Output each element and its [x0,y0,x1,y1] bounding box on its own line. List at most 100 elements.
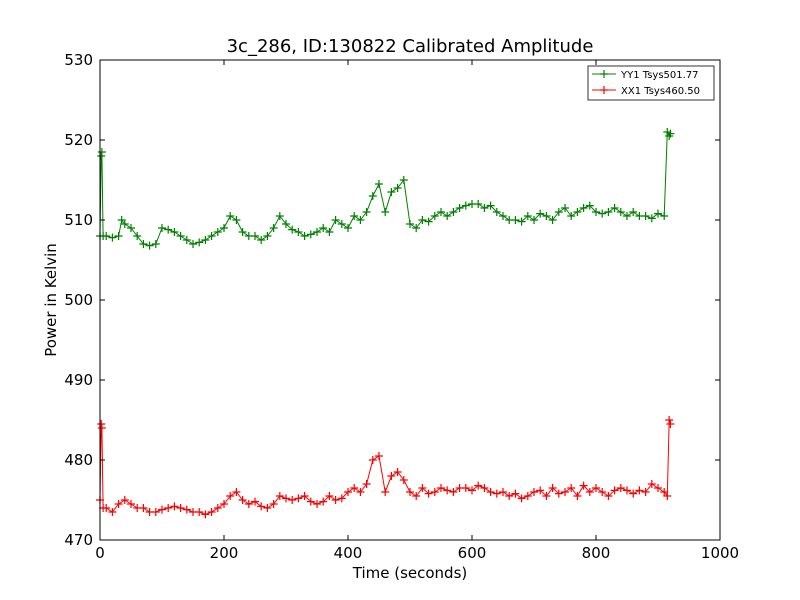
data-point-1-53 [406,488,414,496]
data-point-0-61 [449,208,458,216]
data-point-1-26 [238,496,247,504]
data-point-1-2 [97,424,106,432]
data-point-0-24 [220,224,228,232]
data-point-0-13 [151,240,160,248]
data-point-0-33 [275,212,284,220]
x-tick-label: 400 [334,544,363,562]
data-point-0-56 [418,216,427,224]
data-point-1-95 [663,492,672,500]
data-point-1-59 [443,486,452,495]
data-point-0-26 [232,216,241,224]
data-point-0-82 [579,204,588,212]
data-point-1-22 [213,504,222,512]
legend-label-yy1: YY1 Tsys501.77 [620,70,699,81]
data-point-1-28 [251,497,259,506]
data-point-1-16 [176,504,185,512]
x-tick-label: 0 [95,544,105,562]
data-point-1-79 [567,484,576,492]
data-point-1-91 [641,488,650,496]
data-point-1-34 [288,496,297,504]
data-point-0-20 [195,238,204,247]
data-point-0-95 [660,212,669,220]
data-point-0-73 [523,212,532,220]
data-point-0-77 [548,216,557,224]
data-point-1-44 [350,484,359,492]
data-point-0-68 [492,208,501,216]
data-point-1-47 [368,456,377,464]
data-point-1-70 [511,489,520,498]
data-point-1-42 [337,494,346,503]
data-point-1-45 [356,488,365,496]
legend: YY1 Tsys501.77 XX1 Tsys460.50 [587,65,715,101]
data-point-1-40 [325,492,334,500]
data-point-0-59 [437,208,445,216]
data-point-0-53 [399,176,408,184]
data-point-0-38 [306,230,315,239]
data-point-1-56 [424,489,433,498]
data-point-0-10 [133,232,142,240]
data-point-0-47 [362,208,371,216]
data-point-0-78 [554,208,563,216]
data-point-1-97 [666,420,675,428]
data-point-1-83 [592,484,600,492]
data-point-1-74 [536,486,545,495]
data-point-1-32 [275,492,284,500]
data-point-0-85 [598,209,607,218]
data-point-0-5 [108,233,117,242]
data-point-0-74 [530,216,538,224]
data-point-1-25 [232,488,241,496]
data-point-1-90 [635,486,644,495]
data-point-1-67 [492,489,501,498]
data-point-0-80 [567,212,576,220]
data-point-1-78 [561,488,569,496]
data-point-1-65 [480,484,489,492]
data-point-1-14 [164,504,173,512]
data-point-0-50 [381,208,390,216]
data-point-0-72 [517,217,526,226]
data-point-0-25 [226,212,235,220]
data-point-0-51 [387,188,396,196]
data-point-1-20 [201,510,210,519]
data-point-1-51 [393,468,402,476]
data-point-1-30 [263,504,272,512]
data-point-1-87 [616,484,625,492]
x-tick-label: 800 [582,544,611,562]
data-point-1-13 [158,505,166,514]
data-point-0-35 [288,225,297,234]
legend-marker-yy1 [600,70,608,78]
data-point-0-36 [294,228,303,236]
x-tick-label: 200 [210,544,239,562]
data-point-1-71 [517,494,526,503]
data-point-1-57 [430,488,439,496]
y-axis-label: Power in Kelvin [42,243,60,357]
plot-marks [96,128,675,519]
legend-marker-xx1 [600,86,608,94]
data-point-0-66 [480,204,489,212]
y-tick-label: 530 [64,51,93,69]
data-point-0-52 [393,184,402,192]
data-point-0-57 [424,217,433,226]
axis-ticks: 0 200 400 600 800 1000 470 480 490 500 510 520 530 [64,51,739,562]
y-tick-label: 490 [64,371,93,389]
data-point-0-9 [127,224,135,232]
data-point-0-40 [319,224,328,232]
data-point-0-6 [114,232,123,240]
y-tick-label: 510 [64,211,93,229]
data-point-0-63 [461,201,470,210]
data-point-1-76 [548,484,557,492]
data-point-0-31 [263,232,272,240]
data-point-1-69 [505,492,514,500]
y-tick-label: 470 [64,531,93,549]
data-point-0-41 [325,228,334,236]
data-point-1-24 [226,492,235,500]
data-point-0-83 [585,201,594,210]
data-point-1-77 [554,489,563,498]
data-point-0-62 [455,204,464,212]
data-point-0-92 [641,212,650,220]
data-point-1-29 [257,502,266,511]
data-point-1-27 [244,500,253,508]
data-point-1-48 [375,452,383,460]
data-point-1-23 [220,500,228,508]
data-point-0-76 [542,212,551,220]
